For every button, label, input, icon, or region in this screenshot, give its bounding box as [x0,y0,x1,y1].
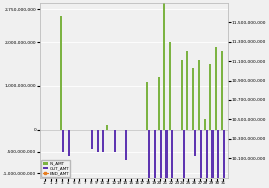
Bar [200,130,202,188]
Bar [194,130,196,156]
Bar [180,60,183,130]
Bar [154,130,156,188]
Bar [206,130,208,188]
Bar [209,64,211,130]
Bar [186,51,189,130]
Bar [102,130,104,152]
Bar [68,130,70,156]
Bar [91,130,93,149]
Bar [192,68,194,130]
Bar [198,60,200,130]
Bar [160,130,162,188]
Bar [165,130,168,188]
Legend: IN_AMT, OUT_AMT, END_AMT: IN_AMT, OUT_AMT, END_AMT [41,160,70,177]
Bar [125,130,128,160]
Bar [97,130,99,152]
Bar [211,130,214,188]
Bar [148,130,150,182]
Bar [62,130,64,152]
Bar [158,77,160,130]
Bar [106,125,108,130]
Bar [171,130,174,188]
Bar [223,130,225,188]
Bar [217,130,220,188]
Bar [204,119,206,130]
Bar [146,82,148,130]
Bar [163,0,165,130]
Bar [169,42,171,130]
Bar [183,130,185,188]
Bar [60,16,62,130]
Bar [221,51,223,130]
Bar [114,130,116,152]
Bar [215,46,217,130]
